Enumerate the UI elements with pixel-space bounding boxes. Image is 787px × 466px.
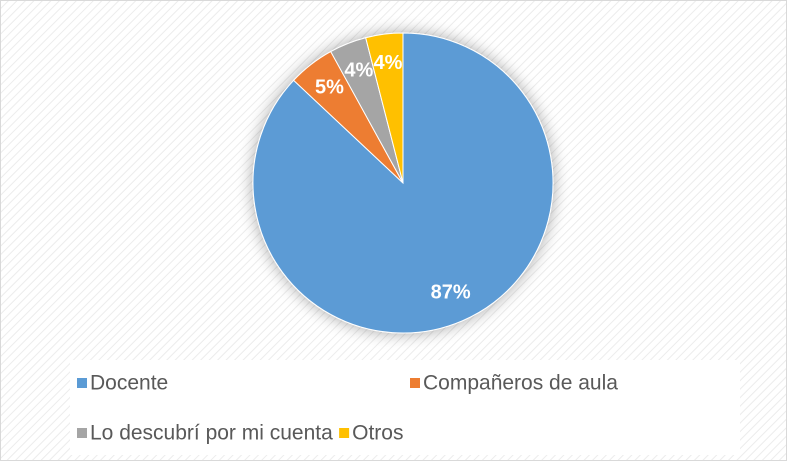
legend-swatch [339, 428, 350, 438]
data-label: 5% [315, 76, 344, 98]
data-label: 4% [344, 60, 373, 82]
pie-slice [365, 32, 404, 184]
legend-label: Lo descubrí por mi cuenta [90, 422, 333, 445]
legend-background [70, 360, 740, 455]
legend-swatch [77, 428, 87, 438]
data-label: 87% [431, 281, 471, 303]
legend-label: Otros [352, 422, 403, 445]
legend-swatch [77, 378, 87, 388]
legend-swatch [410, 378, 420, 388]
pie [252, 32, 554, 334]
legend-label: Docente [90, 372, 168, 395]
pie-slice [252, 32, 554, 334]
data-label: 4% [374, 52, 403, 74]
legend-label: Compañeros de aula [423, 372, 618, 395]
